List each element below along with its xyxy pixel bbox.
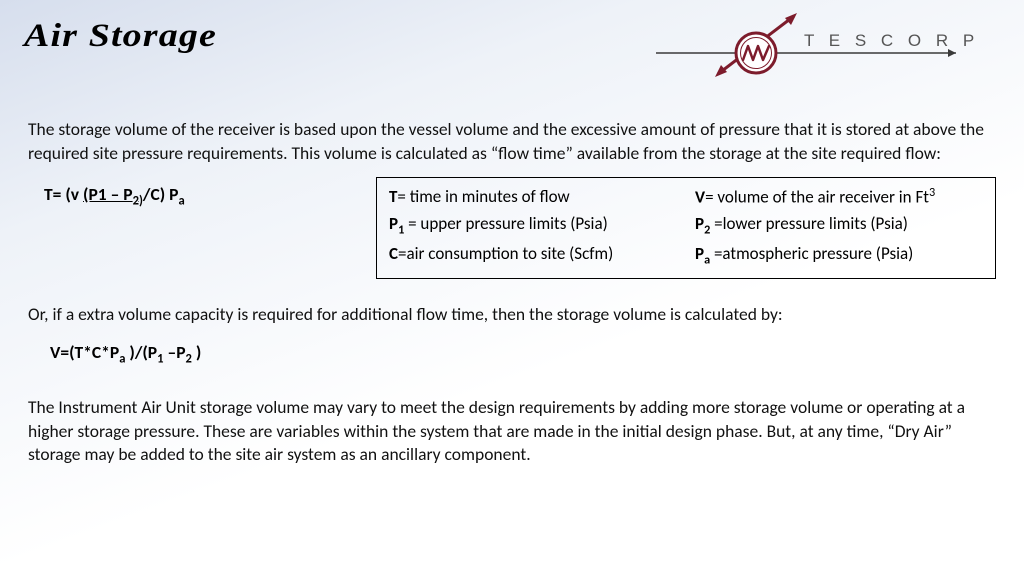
legend-T: TT= time in minutes of flow= time in min… [389,184,677,211]
page-title: Air Storage [24,18,217,55]
formula-row-1: T= (v (P1 – P2)/C) Pa TT= time in minute… [28,177,996,279]
formula-2: V=(T*C*Pa )/(P1 –P2 ) [28,341,996,367]
mid-paragraph: Or, if a extra volume capacity is requir… [28,303,996,327]
intro-paragraph: The storage volume of the receiver is ba… [28,118,996,165]
legend-V: V= volume of the air receiver in Ft3 [695,184,983,211]
variable-legend: TT= time in minutes of flow= time in min… [376,177,996,279]
legend-P1: P1 = upper pressure limits (Psia) [389,211,677,240]
final-paragraph: The Instrument Air Unit storage volume m… [28,396,996,467]
brand-logo: T E S C O R P [656,8,996,78]
formula-1: T= (v (P1 – P2)/C) Pa [28,177,185,209]
legend-C: CC=air consumption to site (Scfm)=air co… [389,241,677,270]
body-content: The storage volume of the receiver is ba… [28,118,996,467]
legend-P2: P2 =lower pressure limits (Psia) [695,211,983,240]
legend-Pa: Pa =atmospheric pressure (Psia) [695,241,983,270]
brand-text: T E S C O R P [804,31,979,50]
